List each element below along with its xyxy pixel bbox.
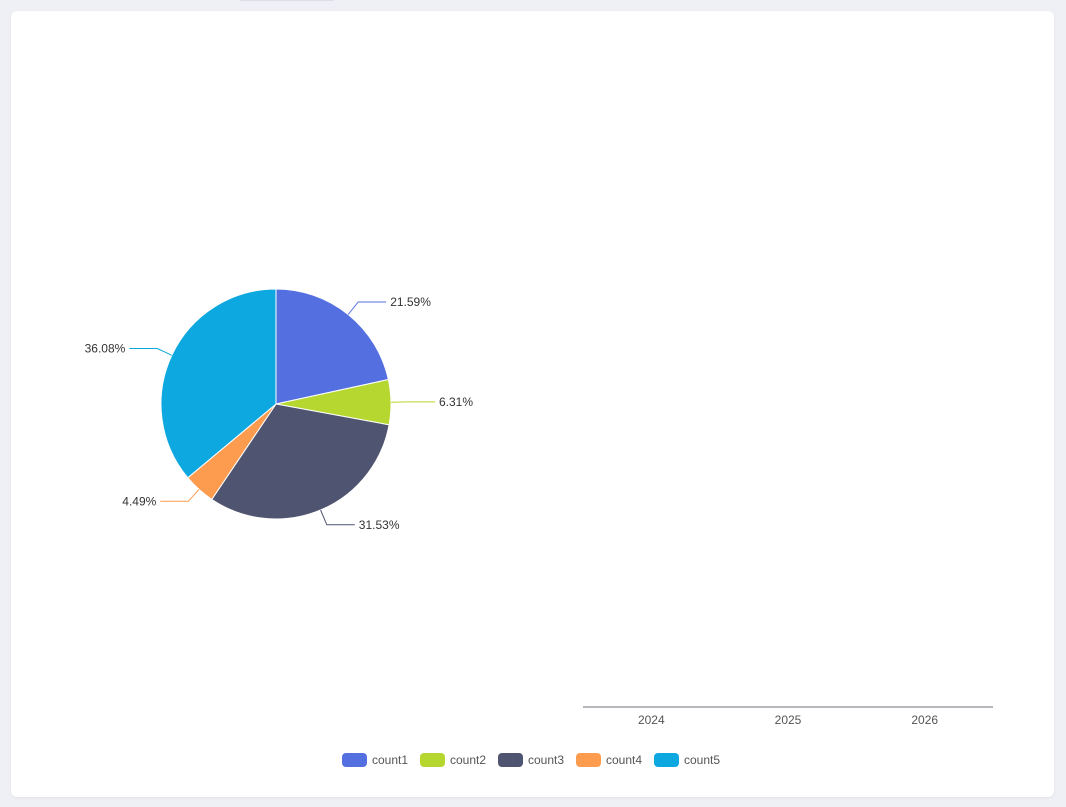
pie-slice-count5[interactable] [160,288,277,479]
legend-item-count1[interactable]: count1 [342,753,408,767]
pie-label-count5: 36.08% [85,342,126,356]
legend-label-count3: count3 [528,753,564,767]
pie-chart: 21.59% 6.31% 31.53% 4.49% 36.08% [85,288,473,532]
legend-item-count5[interactable]: count5 [654,753,720,767]
leader-line-count3 [320,509,355,526]
pie-label-count1: 21.59% [390,295,431,309]
pie-label-count3: 31.53% [359,518,400,532]
top-tab[interactable] [238,0,336,1]
leader-line-count4 [160,489,200,502]
legend-swatch-count3 [498,753,523,767]
legend-label-count4: count4 [606,753,642,767]
category-axis: 2024 2025 2026 [583,706,993,727]
pie-label-count4: 4.49% [122,494,156,508]
legend-item-count2[interactable]: count2 [420,753,486,767]
leader-line-count5 [129,348,173,356]
x-tick-label-2026: 2026 [911,713,938,727]
legend-swatch-count2 [420,753,445,767]
legend-swatch-count4 [576,753,601,767]
legend-label-count5: count5 [684,753,720,767]
legend-swatch-count1 [342,753,367,767]
legend-label-count1: count1 [372,753,408,767]
leader-line-count1 [347,301,387,315]
legend-item-count3[interactable]: count3 [498,753,564,767]
legend-swatch-count5 [654,753,679,767]
pie-label-count2: 6.31% [439,395,473,409]
legend-label-count2: count2 [450,753,486,767]
legend-item-count4[interactable]: count4 [576,753,642,767]
x-tick-label-2024: 2024 [638,713,665,727]
x-tick-label-2025: 2025 [775,713,802,727]
legend: count1 count2 count3 count4 count5 [342,753,720,767]
